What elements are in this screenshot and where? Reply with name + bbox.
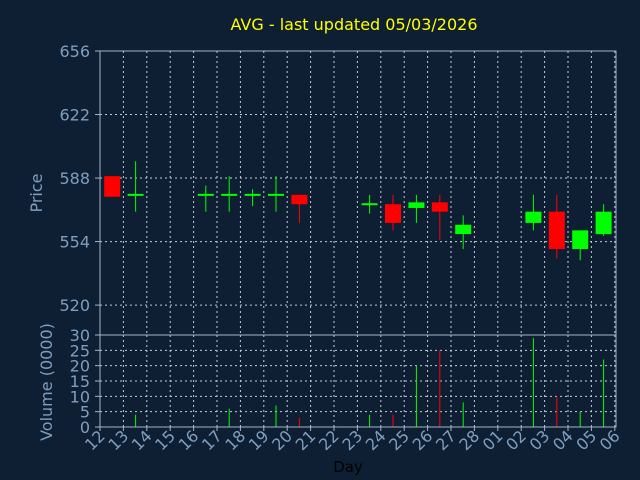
price-panel: 656 622 588 554 520: [59, 42, 617, 336]
candle-03: [548, 194, 565, 259]
candle-body: [408, 202, 425, 208]
candle-05: [595, 204, 612, 236]
price-y-axis-label: Price: [27, 173, 46, 212]
chart-title: AVG - last updated 05/03/2026: [231, 15, 478, 34]
candle-body: [525, 211, 542, 223]
volume-plot-frame: [99, 334, 617, 428]
candle-25: [408, 194, 425, 223]
volume-y-tick-label: 5: [80, 403, 90, 422]
candle-body: [291, 194, 308, 205]
price-y-tick-label: 622: [59, 106, 90, 125]
candle-26: [431, 194, 448, 240]
candle-17: [221, 176, 238, 212]
candle-24: [385, 194, 401, 231]
candle-body: [268, 193, 284, 196]
price-y-tick-label: 588: [59, 169, 90, 188]
candle-27: [455, 215, 472, 250]
candle-body: [572, 230, 589, 250]
volume-y-tick-label: 15: [70, 372, 90, 391]
candle-body: [455, 224, 472, 235]
volume-y-tick-label: 20: [70, 357, 90, 376]
price-candles: [104, 161, 612, 261]
price-y-tick-label: 520: [59, 296, 90, 315]
candle-body: [197, 193, 214, 196]
volume-bars: [135, 338, 605, 427]
candle-23: [361, 194, 378, 214]
candle-body: [244, 193, 261, 196]
x-axis-label: Day: [333, 458, 363, 476]
price-gridlines: [100, 50, 616, 335]
candle-body: [221, 193, 238, 196]
x-axis-ticks: 1213141516171819202122232425262728010203…: [81, 426, 624, 454]
candle-body: [104, 176, 121, 197]
price-y-tick-label: 554: [59, 233, 90, 252]
volume-y-tick-label: 10: [70, 387, 90, 406]
candle-body: [431, 202, 448, 212]
candle-12: [104, 176, 121, 197]
candle-body: [361, 203, 378, 206]
candle-19: [268, 176, 284, 212]
candle-04: [572, 230, 589, 261]
candle-body: [548, 211, 565, 250]
volume-y-axis-label: Volume (0000): [37, 323, 56, 441]
price-plot-frame: [99, 50, 617, 336]
candle-18: [244, 189, 261, 207]
candle-16: [197, 185, 214, 212]
candle-body: [595, 211, 612, 235]
candle-body: [127, 193, 144, 196]
candle-13: [127, 161, 144, 212]
candle-body: [385, 204, 401, 223]
volume-y-tick-label: 25: [70, 341, 90, 360]
volume-y-tick-label: 30: [70, 326, 90, 345]
x-tick-label: 06: [596, 426, 624, 454]
candle-20: [291, 194, 308, 223]
volume-gridlines: [100, 335, 616, 427]
price-y-tick-label: 656: [59, 42, 90, 61]
volume-y-tick-label: 0: [80, 418, 90, 437]
price-y-ticks: 656 622 588 554 520: [59, 42, 100, 315]
candle-02: [525, 194, 542, 231]
